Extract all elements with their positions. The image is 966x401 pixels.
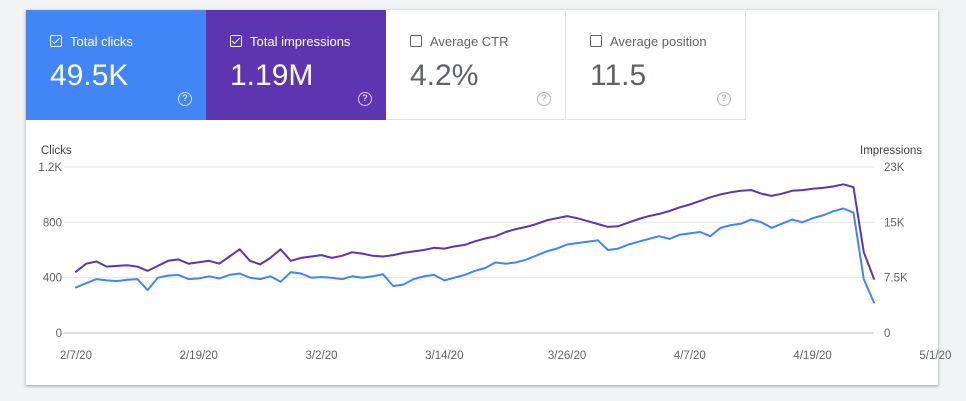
- metric-tile-total-impressions[interactable]: Total impressions 1.19M ?: [206, 10, 386, 120]
- performance-line-chart: Clicks Impressions 0 400 800 1.2K 0 7.5K 15K 2…: [38, 145, 951, 362]
- metric-label: Average CTR: [430, 34, 509, 49]
- x-tick-label: 5/1/20: [919, 350, 951, 362]
- y-tick-label-right: 0: [884, 328, 890, 340]
- help-icon[interactable]: ?: [358, 92, 372, 106]
- y-tick-label-left: 0: [56, 328, 62, 340]
- y-tick-label-left: 800: [43, 217, 62, 229]
- x-axis: 2/7/20 2/19/20 3/2/20 3/14/20 3/26/20 4/7/20 4…: [60, 350, 951, 362]
- y-axis-left: 0 400 800 1.2K: [38, 162, 62, 340]
- checkbox-checked-icon[interactable]: [230, 35, 242, 47]
- x-tick-label: 2/7/20: [60, 350, 92, 362]
- metric-tile-total-clicks[interactable]: Total clicks 49.5K ?: [26, 10, 206, 120]
- checkbox-unchecked-icon[interactable]: [410, 35, 422, 47]
- y-tick-label-left: 400: [43, 273, 62, 285]
- y-tick-label-left: 1.2K: [38, 162, 62, 174]
- checkbox-checked-icon[interactable]: [50, 35, 62, 47]
- metric-tile-average-ctr[interactable]: Average CTR 4.2% ?: [386, 10, 566, 120]
- series-lines: [75, 183, 875, 304]
- grid: [64, 166, 874, 334]
- metric-value: 11.5: [590, 59, 647, 92]
- y-tick-label-right: 15K: [884, 217, 905, 229]
- help-icon[interactable]: ?: [717, 92, 731, 106]
- metric-value: 49.5K: [50, 59, 129, 92]
- x-tick-label: 3/14/20: [425, 350, 463, 362]
- series-line-clicks: [75, 207, 875, 304]
- metric-label: Average position: [610, 34, 707, 49]
- x-tick-label: 3/26/20: [548, 350, 586, 362]
- help-icon[interactable]: ?: [537, 92, 551, 106]
- x-tick-label: 3/2/20: [306, 350, 338, 362]
- performance-card: Total clicks 49.5K ? Total impressions 1…: [26, 10, 951, 385]
- series-line-impressions: [75, 183, 875, 280]
- metric-label: Total clicks: [70, 34, 133, 49]
- y-axis-title-right: Impressions: [860, 145, 922, 157]
- metric-tiles: Total clicks 49.5K ? Total impressions 1…: [26, 10, 746, 120]
- x-tick-label: 2/19/20: [180, 350, 218, 362]
- help-icon[interactable]: ?: [178, 92, 192, 106]
- x-tick-label: 4/19/20: [793, 350, 831, 362]
- y-tick-label-right: 7.5K: [884, 273, 908, 285]
- y-axis-title-left: Clicks: [41, 145, 72, 157]
- metric-value: 1.19M: [230, 59, 314, 92]
- y-axis-right: 0 7.5K 15K 23K: [884, 162, 908, 340]
- metric-tile-average-position[interactable]: Average position 11.5 ?: [566, 10, 746, 120]
- checkbox-unchecked-icon[interactable]: [590, 35, 602, 47]
- metric-label: Total impressions: [250, 34, 351, 49]
- y-tick-label-right: 23K: [884, 162, 905, 174]
- metric-value: 4.2%: [410, 59, 479, 92]
- x-tick-label: 4/7/20: [674, 350, 706, 362]
